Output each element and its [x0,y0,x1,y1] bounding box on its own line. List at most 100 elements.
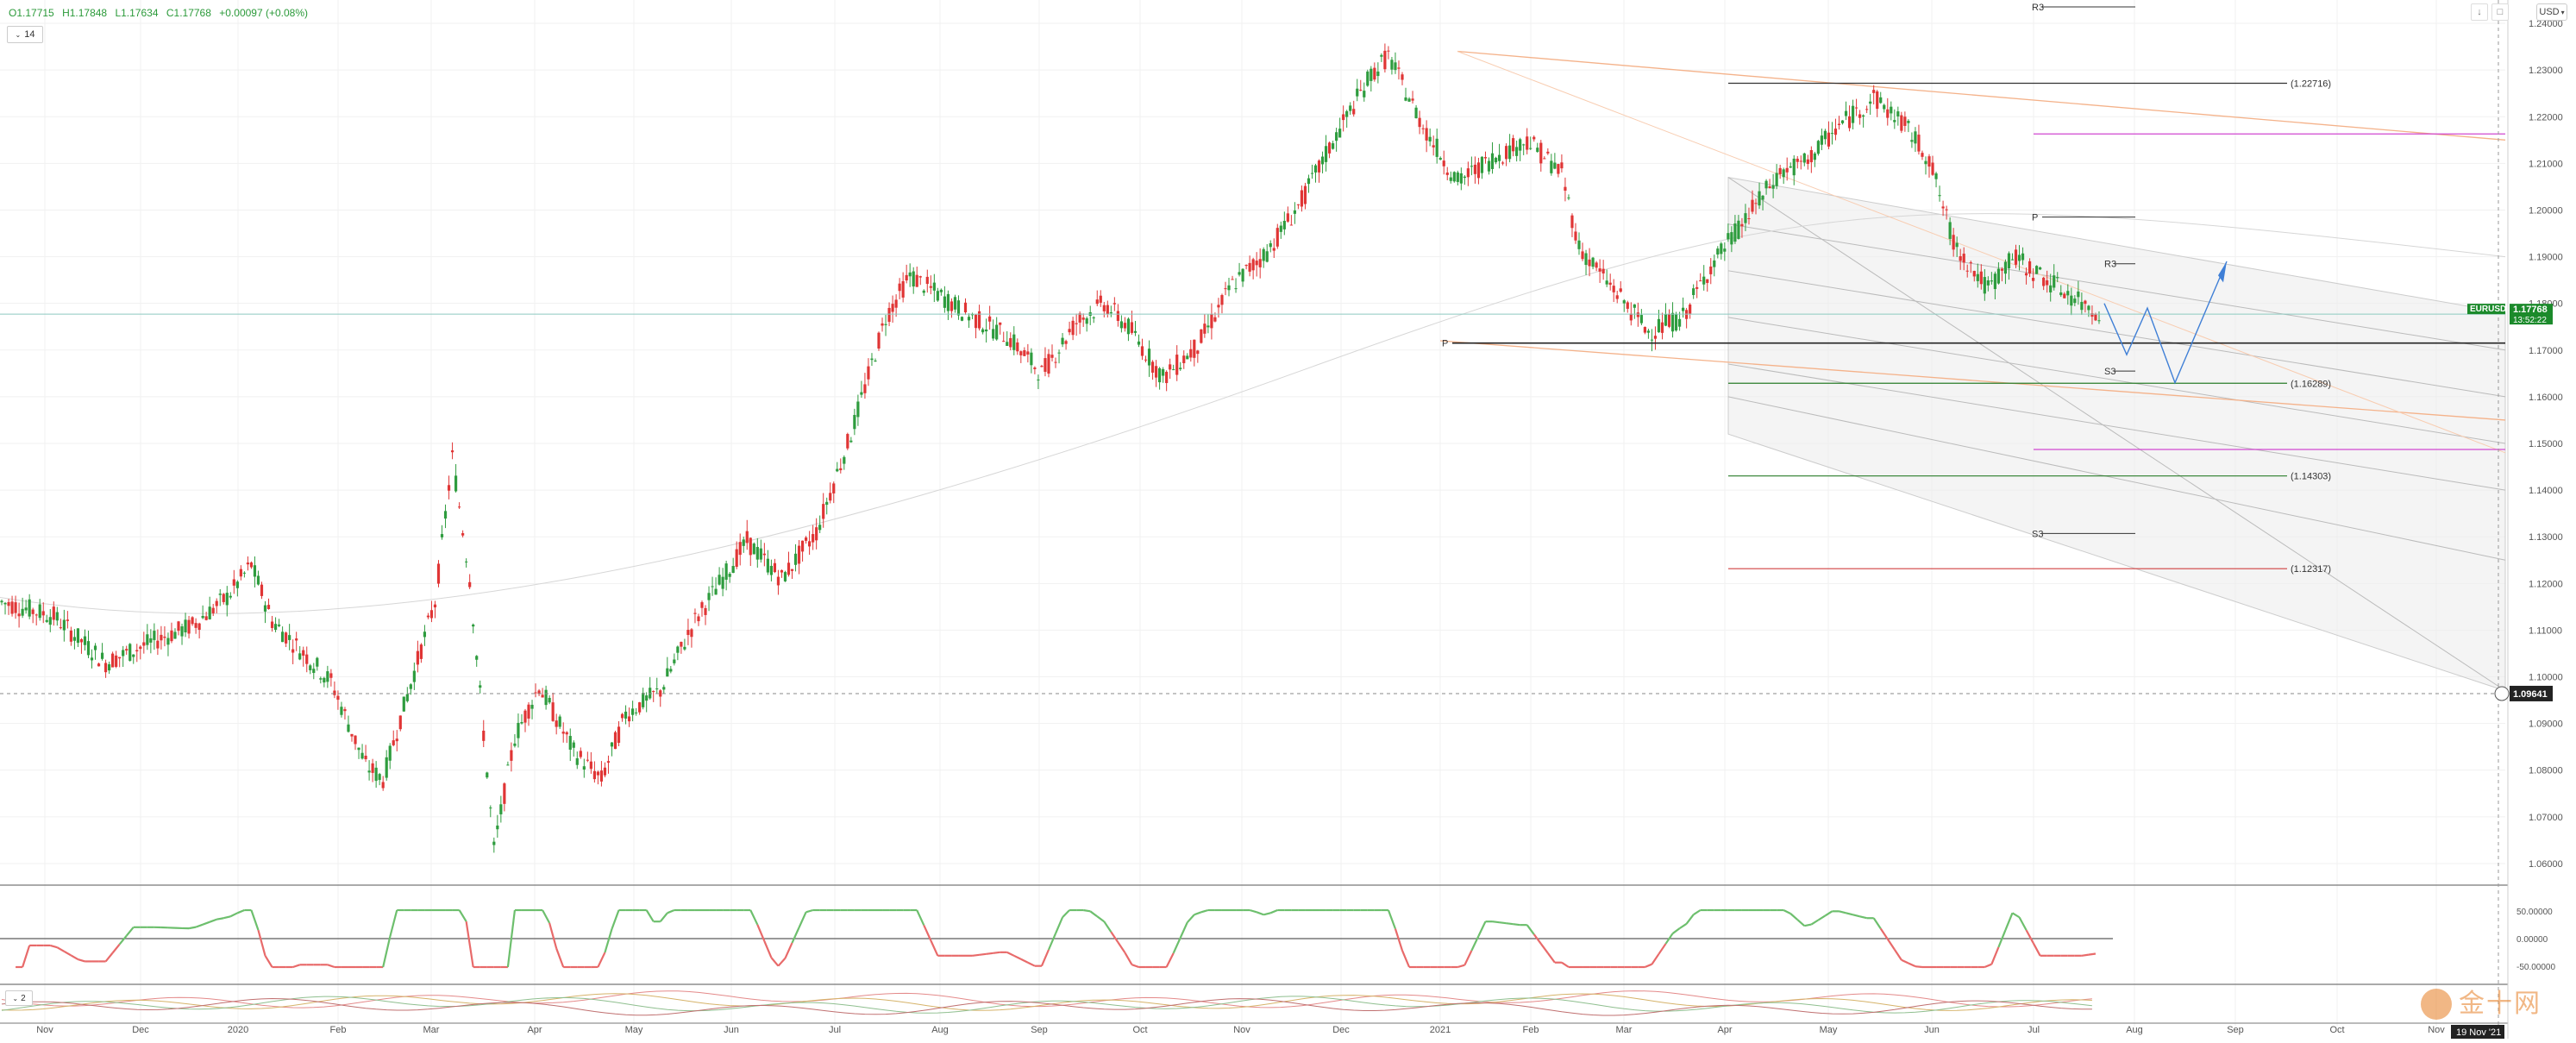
countdown-label: 13:52:22 [2513,316,2547,325]
candle-body [499,804,502,814]
candle-body [482,731,485,741]
candle-body [1706,280,1708,283]
candle-body [645,695,648,701]
candle-body [887,308,890,322]
candle-body [1890,107,1892,114]
candle-body [1647,330,1650,332]
candle-body [649,688,651,698]
candle-body [329,673,332,677]
candle-body [39,605,41,619]
candle-body [1044,358,1046,372]
chevron-down-icon: ▾ [2561,9,2565,16]
candle-body [1772,185,1775,189]
candle-body [1675,314,1677,330]
candle-body [1893,120,1896,122]
candle-body [1124,323,1126,328]
candle-body [573,743,575,748]
osc-segment [1652,954,1658,964]
candle-body [139,647,141,650]
logo-icon [2421,989,2452,1020]
candle-body [2042,278,2045,286]
osc-segment [605,929,611,952]
candle-body [115,656,117,667]
candle-body [198,624,201,630]
candle-body [316,658,318,667]
candle-body [1304,186,1307,204]
candle-body [1678,319,1681,327]
candle-body [743,539,745,545]
candle-body [1557,164,1559,173]
candle-body [379,774,381,780]
candle-body [1699,280,1702,281]
candle-body [1141,346,1144,355]
candle-body [2011,260,2014,261]
osc-segment [328,964,335,967]
candle-body [725,563,728,580]
candle-body [1505,146,1507,159]
candle-body [406,694,409,701]
candle-body [805,537,807,541]
candle-body [1869,102,1871,104]
osc-segment [1860,916,1867,918]
candle-body [1110,312,1113,313]
candle-body [1477,162,1480,178]
osc-segment [1991,947,1998,964]
candle-body [722,577,724,589]
candle-body [1536,148,1539,152]
down-arrow-icon[interactable]: ↓ [2471,3,2488,21]
chevron-down-icon: ⌄ [12,995,18,1002]
osc-segment [542,910,549,923]
osc-segment [1014,956,1021,959]
candle-body [1397,67,1400,68]
candle-body [1529,148,1532,149]
window-icon[interactable]: □ [2491,3,2509,21]
subpane-selector[interactable]: ⌄ 2 [5,990,33,1006]
osc-segment [1687,914,1694,924]
candle-body [427,616,429,618]
y-tick-label: 1.07000 [2529,813,2563,823]
osc-segment [1097,916,1104,921]
candle-body [655,688,658,689]
candle-body [1325,146,1327,162]
candle-body [1626,302,1629,308]
osc-segment [1402,951,1409,967]
candle-body [1644,327,1646,333]
crosshair-icon[interactable] [2495,687,2509,701]
candle-body [517,723,519,738]
candle-body [1200,330,1202,343]
candle-body [423,631,426,637]
candle-body [1907,121,1909,123]
osc-segment [924,925,931,940]
period-selector[interactable]: ⌄ 14 [7,26,43,43]
candle-body [250,562,253,568]
candle-body [732,566,735,573]
candle-body [1900,116,1902,131]
open-value: O1.17715 [9,7,54,19]
candle-body [46,620,48,622]
x-tick-label: Jul [2028,1025,2040,1035]
candle-body [1807,160,1809,164]
candle-body [947,294,950,311]
candle-body [285,632,287,644]
candle-body [628,716,630,721]
candle-body [749,537,752,555]
candle-body [1977,274,1979,281]
currency-selector[interactable]: USD ▾ [2536,3,2567,21]
candle-body [704,608,706,615]
candle-body [1335,132,1338,141]
candle-body [1189,349,1192,358]
candle-body [1439,158,1442,160]
candle-body [1848,116,1851,129]
osc-segment [223,916,230,918]
level-label: (1.16289) [2291,379,2331,389]
candle-body [195,623,197,628]
candle-body [472,625,474,626]
candle-body [1671,313,1674,332]
osc-segment [1562,963,1569,967]
candle-body [2059,292,2062,295]
candle-body [1481,157,1483,173]
candle-body [1252,259,1255,270]
candle-body [49,617,52,625]
watermark-text: 金十网 [2459,989,2542,1019]
